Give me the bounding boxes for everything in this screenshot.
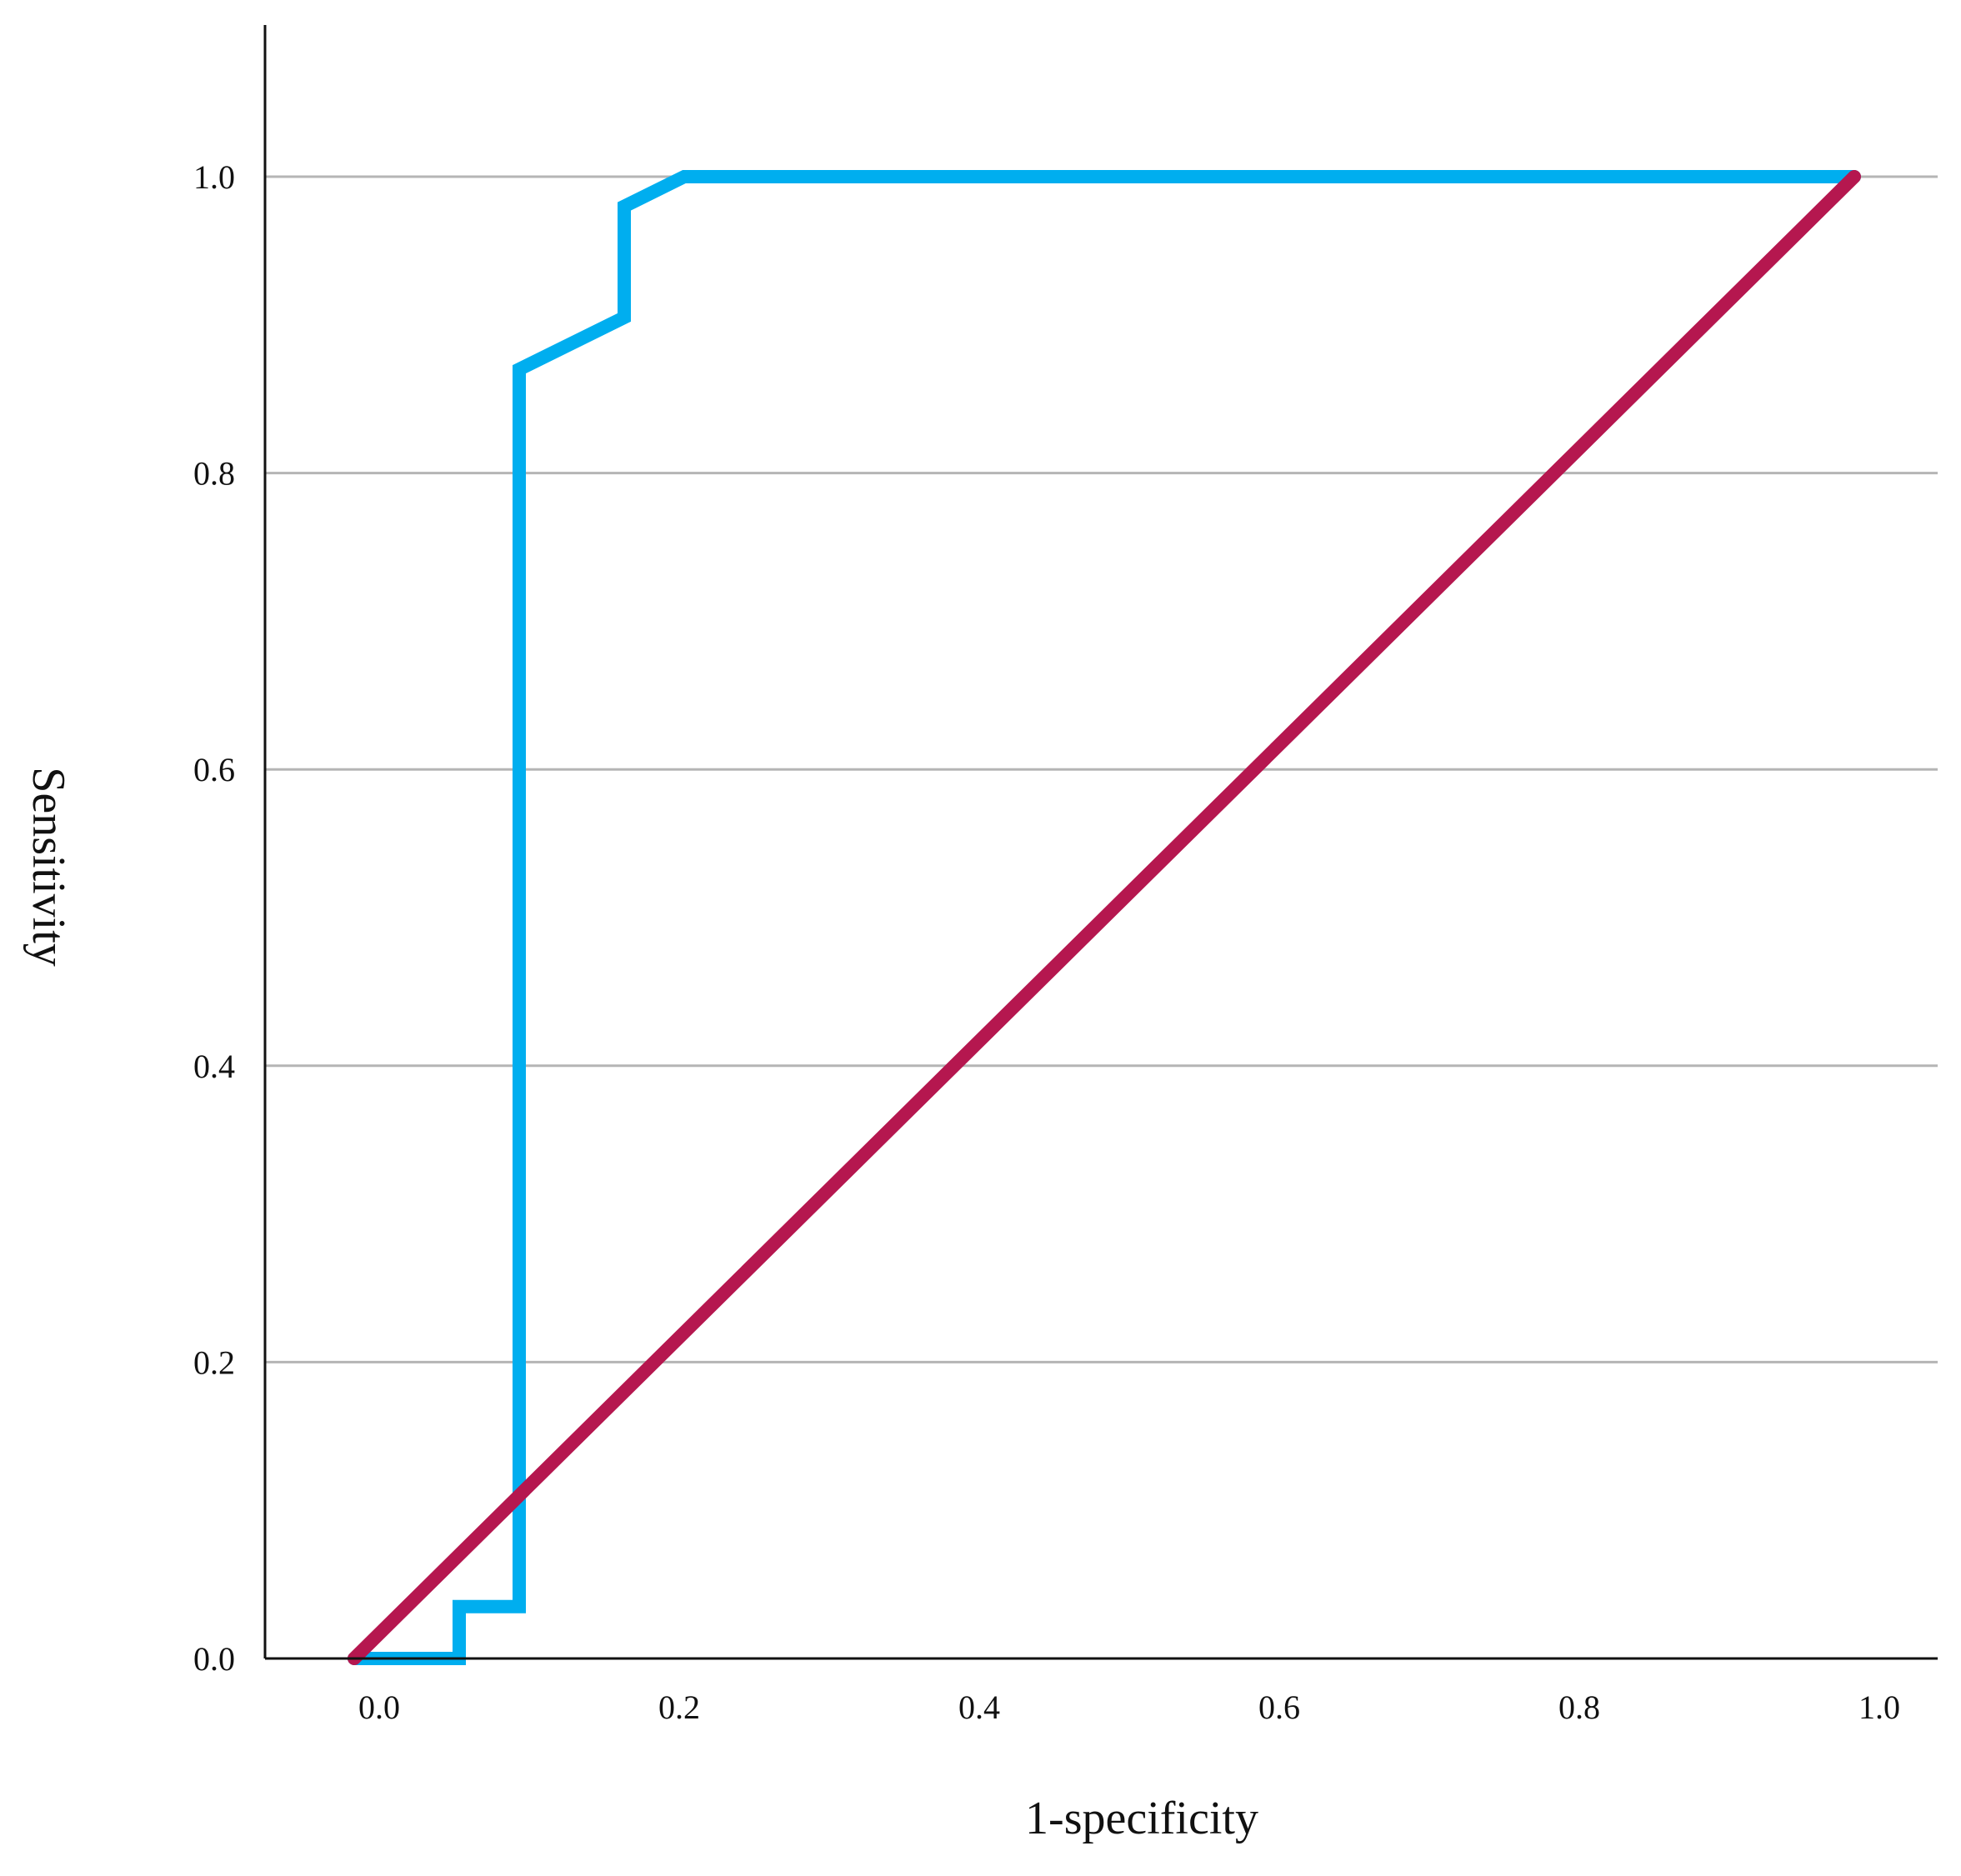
x-axis-label: 1-specificity xyxy=(1025,1793,1258,1844)
x-tick-label: 1.0 xyxy=(1858,1688,1900,1726)
x-tick-label: 0.0 xyxy=(358,1688,400,1726)
y-axis-label: Sensitivity xyxy=(23,767,74,967)
y-tick-label: 0.8 xyxy=(193,455,235,493)
reference-diagonal-line xyxy=(354,177,1854,1658)
series-layer xyxy=(354,177,1854,1658)
y-tick-label: 0.2 xyxy=(193,1343,235,1381)
x-tick-label: 0.8 xyxy=(1558,1688,1600,1726)
y-tick-label: 1.0 xyxy=(193,158,235,196)
x-tick-label: 0.4 xyxy=(958,1688,1000,1726)
y-tick-label: 0.6 xyxy=(193,751,235,788)
y-tick-label: 0.0 xyxy=(193,1640,235,1678)
x-tick-label: 0.6 xyxy=(1258,1688,1300,1726)
x-tick-label: 0.2 xyxy=(658,1688,700,1726)
y-tick-label: 0.4 xyxy=(193,1048,235,1085)
